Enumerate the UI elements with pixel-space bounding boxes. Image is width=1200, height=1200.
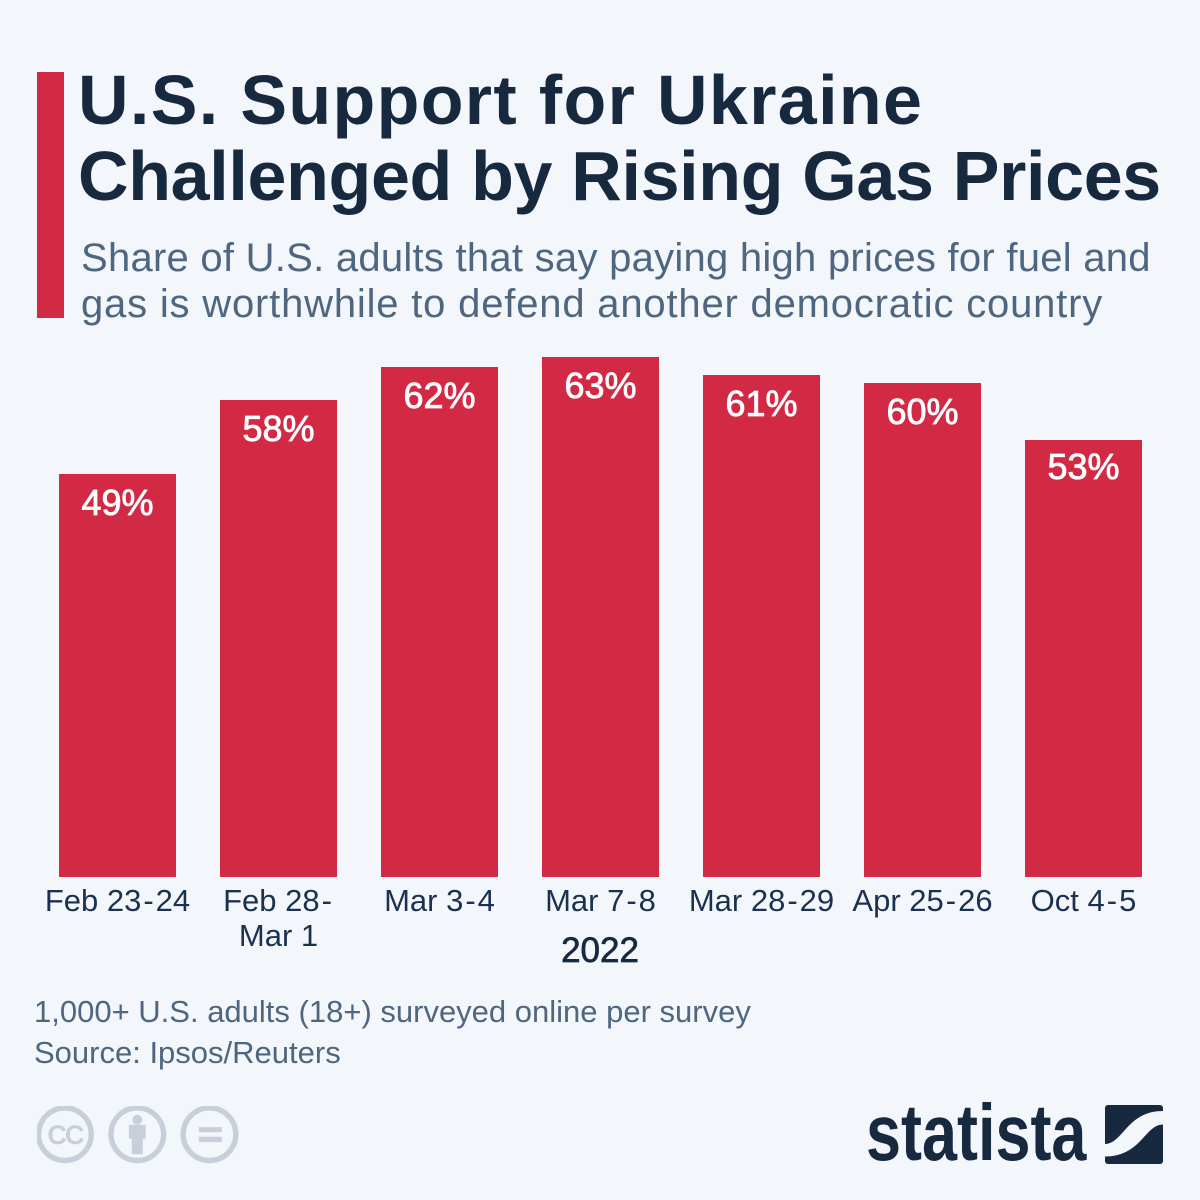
- svg-text:CC: CC: [47, 1120, 83, 1150]
